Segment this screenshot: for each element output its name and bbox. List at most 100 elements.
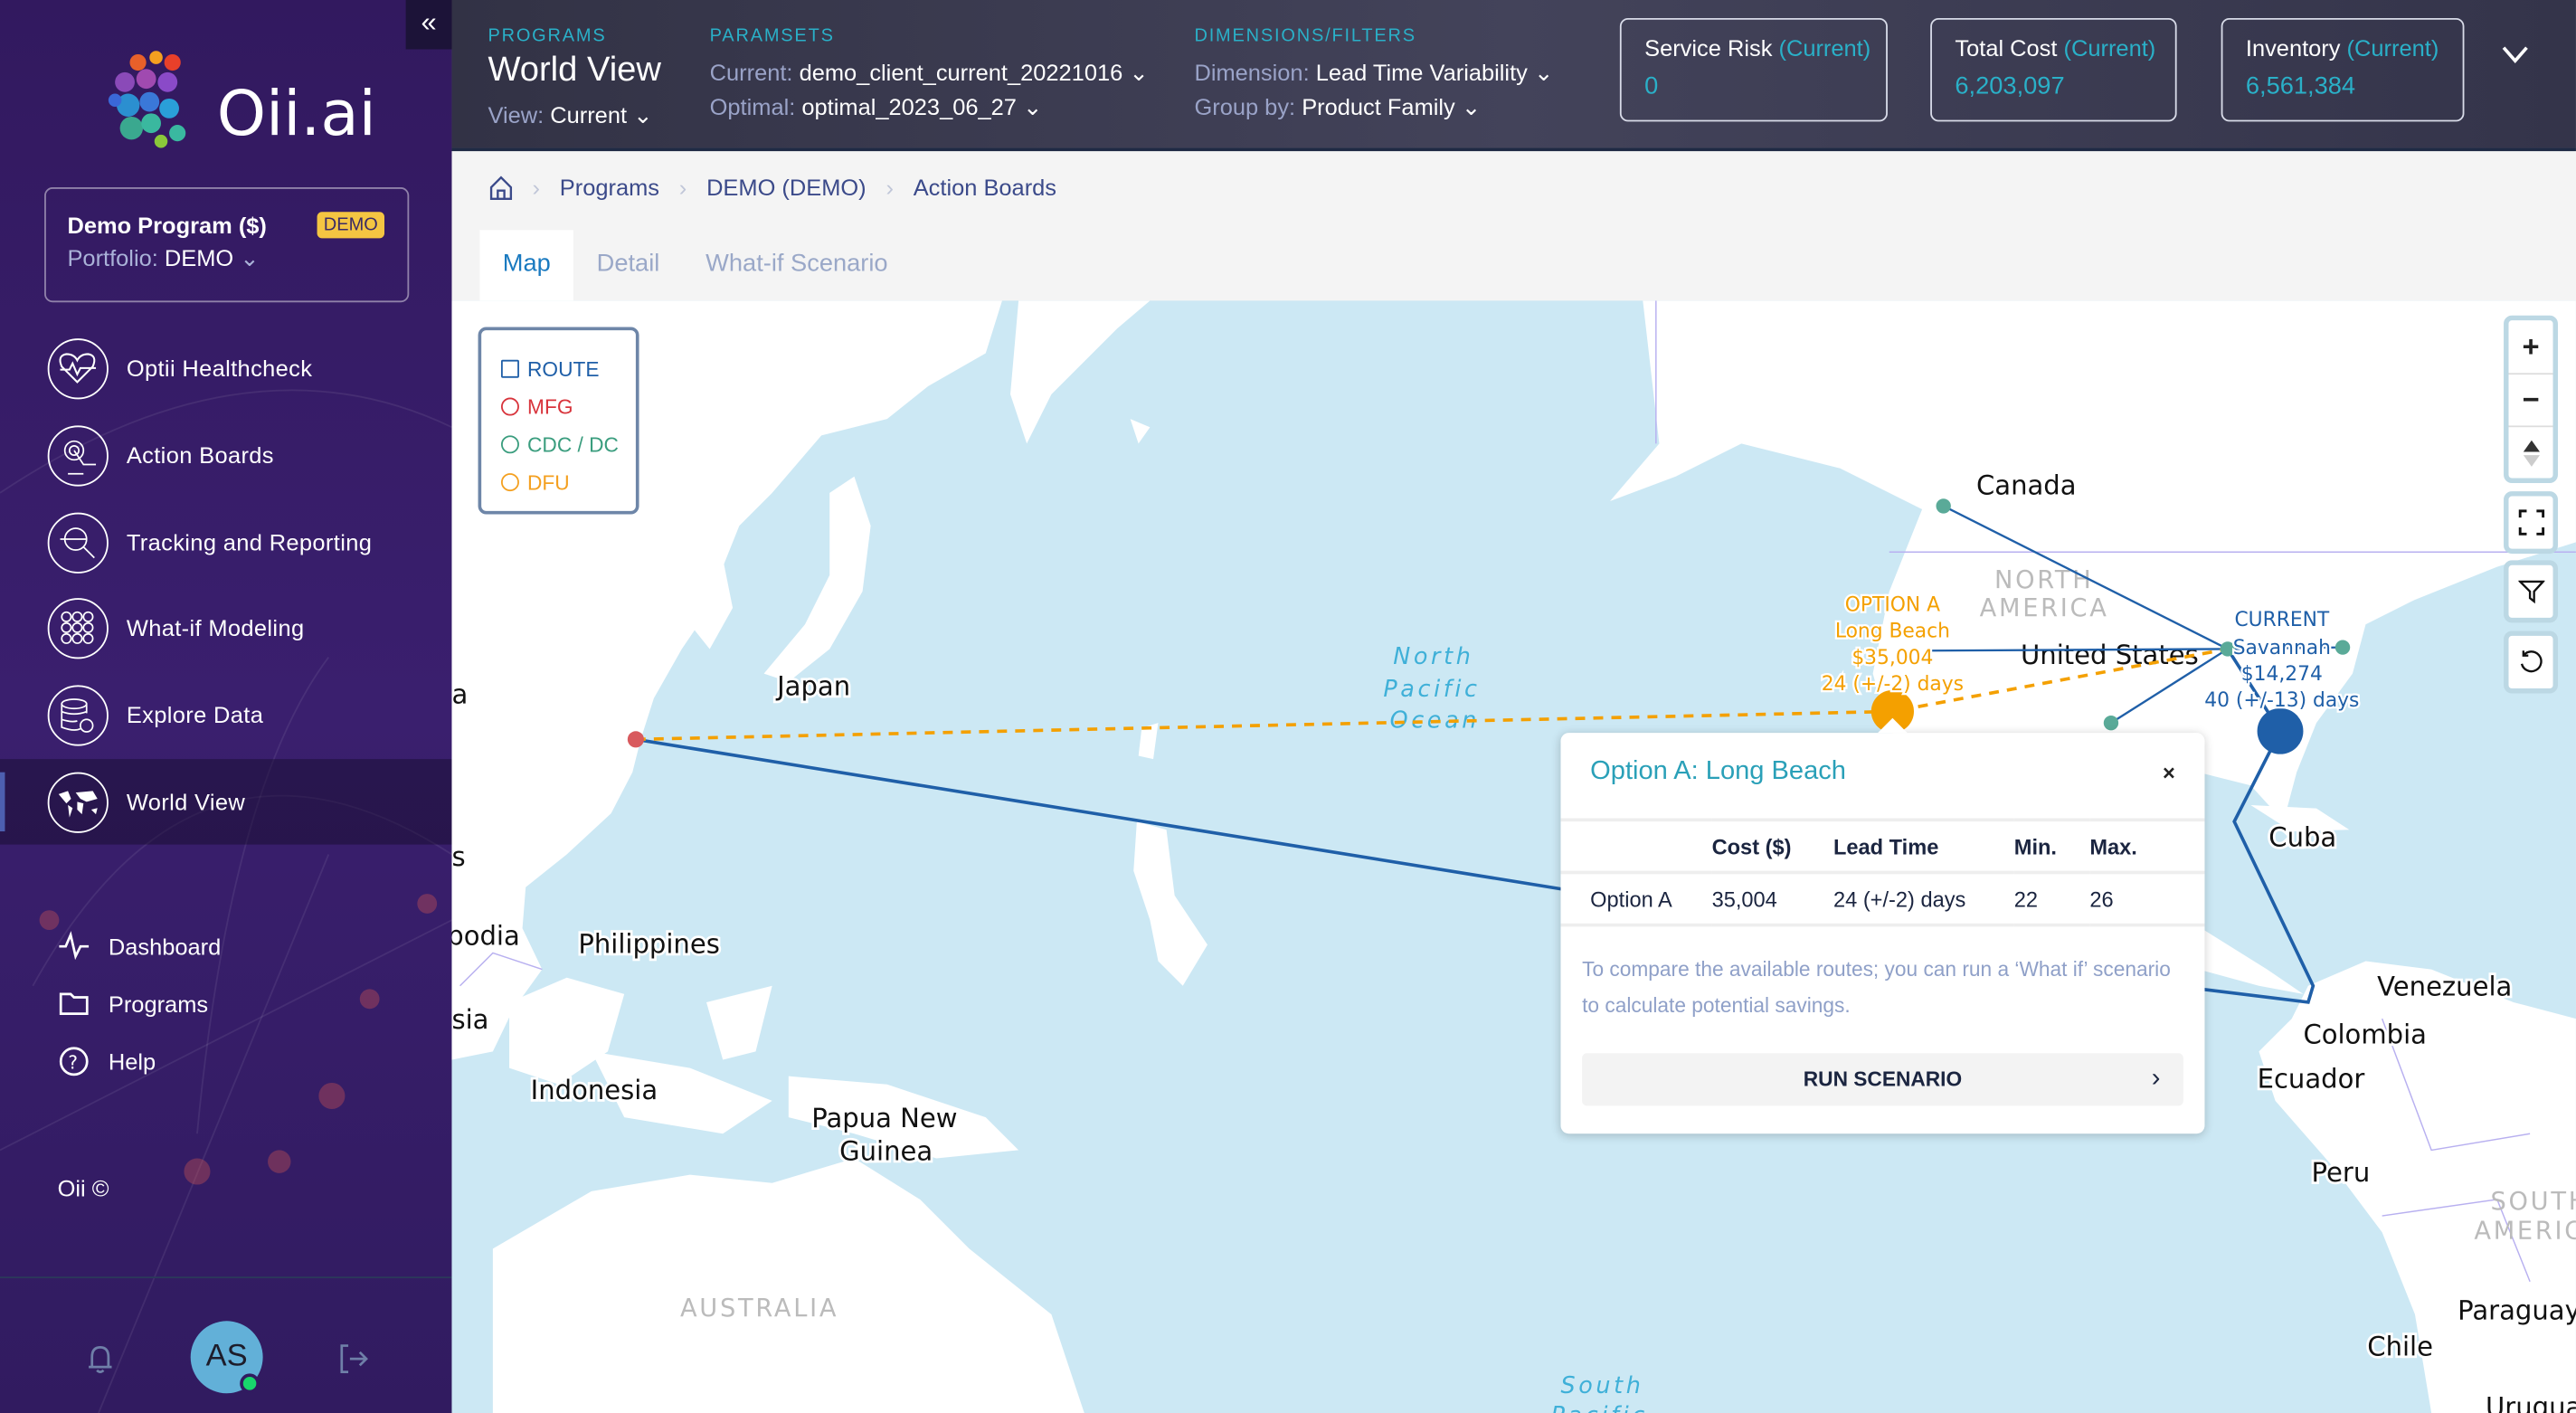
current-port-node[interactable] xyxy=(2257,707,2304,754)
nav-optii-healthcheck[interactable]: Optii Healthcheck xyxy=(0,326,451,411)
link-programs[interactable]: Programs xyxy=(58,988,209,1020)
link-help[interactable]: ? Help xyxy=(58,1045,156,1077)
heart-pulse-icon xyxy=(47,337,109,399)
label-australia: AUSTRALIA xyxy=(680,1294,838,1323)
kpi-qualifier: (Current) xyxy=(2063,34,2156,62)
run-scenario-button[interactable]: RUN SCENARIO › xyxy=(1582,1053,2183,1106)
dc-nodes xyxy=(1936,498,2351,731)
view-dropdown[interactable]: View: Current ⌄ xyxy=(488,102,652,130)
current-annotation: CURRENT Savannah $14,274 40 (+/-13) days xyxy=(2202,607,2362,715)
link-dashboard[interactable]: Dashboard xyxy=(58,930,222,963)
route-savannah-east[interactable] xyxy=(2227,646,2344,650)
demo-badge: DEMO xyxy=(317,212,385,239)
nav-world-view[interactable]: World View xyxy=(0,759,452,845)
table-row[interactable]: Option A 35,004 24 (+/-2) days 22 26 xyxy=(1560,872,2205,927)
breadcrumb-demo[interactable]: DEMO (DEMO) xyxy=(706,174,867,201)
tab-what-if-scenario[interactable]: What-if Scenario xyxy=(706,250,888,278)
dimension-dropdown[interactable]: Dimension: Lead Time Variability ⌄ xyxy=(1194,59,1553,87)
route-south-savannah[interactable] xyxy=(2110,648,2229,725)
legend-label: MFG xyxy=(527,394,573,419)
kpi-inventory[interactable]: Inventory (Current) 6,561,384 xyxy=(2221,17,2465,122)
legend-cdc-dc[interactable]: CDC / DC xyxy=(500,425,636,463)
current-paramset-dropdown[interactable]: Current: demo_client_current_20221016 ⌄ xyxy=(710,59,1149,87)
column-header-lead-time: Lead Time xyxy=(1833,818,2014,875)
program-selector[interactable]: Demo Program ($) DEMO Portfolio: DEMO ⌄ xyxy=(44,187,410,303)
dc-node[interactable] xyxy=(2220,641,2236,657)
chevron-down-icon: ⌄ xyxy=(1022,93,1043,120)
current-cost: $14,274 xyxy=(2241,663,2323,686)
logout-icon[interactable] xyxy=(336,1341,372,1377)
kpi-value: 6,561,384 xyxy=(2245,71,2356,100)
nav-what-if-modeling[interactable]: What-if Modeling xyxy=(0,585,451,670)
mfg-node[interactable] xyxy=(627,731,644,748)
cell-cost: 35,004 xyxy=(1711,872,1833,927)
fullscreen-button[interactable] xyxy=(2508,497,2552,549)
kpi-title: Service Risk xyxy=(1644,34,1773,62)
nav-action-boards[interactable]: Action Boards xyxy=(0,413,451,498)
groupby-dropdown[interactable]: Group by: Product Family ⌄ xyxy=(1194,94,1481,122)
optimal-paramset-dropdown[interactable]: Optimal: optimal_2023_06_27 ⌄ xyxy=(710,94,1043,122)
breadcrumb-action-boards[interactable]: Action Boards xyxy=(913,174,1057,201)
reset-control xyxy=(2504,631,2558,694)
link-label: Dashboard xyxy=(108,933,222,960)
square-icon xyxy=(500,359,519,378)
zoom-in-button[interactable]: + xyxy=(2522,329,2540,363)
bell-icon[interactable] xyxy=(82,1341,118,1377)
label-china: a xyxy=(451,678,468,709)
nav-label: World View xyxy=(126,788,246,815)
view-label: View: xyxy=(488,101,545,128)
compass-reset-north-button[interactable] xyxy=(2508,425,2553,478)
route-option-a[interactable] xyxy=(635,647,2229,742)
collapse-sidebar-button[interactable]: « xyxy=(405,0,452,50)
route-canada-savannah[interactable] xyxy=(1943,505,2229,650)
filter-button[interactable] xyxy=(2508,565,2552,618)
legend-mfg[interactable]: MFG xyxy=(500,388,636,426)
portfolio-dropdown[interactable]: Portfolio: DEMO ⌄ xyxy=(67,245,385,273)
kpi-service-risk[interactable]: Service Risk (Current) 0 xyxy=(1619,17,1888,122)
top-header: PROGRAMS World View View: Current ⌄ PARA… xyxy=(451,0,2576,152)
legend-dfu[interactable]: DFU xyxy=(500,463,636,501)
breadcrumb-programs[interactable]: Programs xyxy=(559,174,659,201)
route-us-savannah[interactable] xyxy=(1931,648,2228,652)
folder-icon xyxy=(59,992,89,1016)
network-icon xyxy=(47,597,109,659)
label-north-america: NORTH xyxy=(1994,566,2094,594)
world-map[interactable]: a s nbodia sia Japan Philippines Indones… xyxy=(451,300,2576,1413)
circle-icon xyxy=(500,397,519,416)
tab-map[interactable]: Map xyxy=(479,230,574,301)
legend-route[interactable]: ROUTE xyxy=(500,350,636,388)
cell-min: 22 xyxy=(2013,872,2090,927)
touch-icon xyxy=(47,424,109,486)
home-icon[interactable] xyxy=(489,175,513,200)
nav-explore-data[interactable]: Explore Data xyxy=(0,672,451,757)
map-canvas: a s nbodia sia Japan Philippines Indones… xyxy=(451,300,2576,1413)
option-a-title: OPTION A xyxy=(1845,594,1940,617)
label-north-pacific-2: Pacific xyxy=(1383,675,1480,702)
nav-label: What-if Modeling xyxy=(126,614,305,641)
dimension-value: Lead Time Variability xyxy=(1315,59,1528,86)
chevron-down-icon: ⌄ xyxy=(633,101,653,128)
kpi-total-cost[interactable]: Total Cost (Current) 6,203,097 xyxy=(1930,17,2177,122)
dc-node[interactable] xyxy=(2334,640,2351,655)
reset-view-button[interactable] xyxy=(2508,636,2552,688)
label-papua-new-guinea-2: Guinea xyxy=(839,1135,933,1166)
link-label: Help xyxy=(108,1048,156,1075)
close-popup-button[interactable]: × xyxy=(2162,760,2175,786)
zoom-out-button[interactable]: − xyxy=(2508,373,2553,425)
kpi-qualifier: (Current) xyxy=(1778,34,1871,62)
world-map-icon xyxy=(47,771,109,832)
column-header-max: Max. xyxy=(2089,818,2205,875)
expand-header-chevron-icon[interactable] xyxy=(2500,43,2530,65)
dc-node[interactable] xyxy=(1936,498,1951,514)
popup-title: Option A: Long Beach xyxy=(1590,757,1846,786)
tab-detail[interactable]: Detail xyxy=(596,250,660,278)
oii-logo: Oii.ai xyxy=(108,51,374,150)
column-header-cost: Cost ($) xyxy=(1711,818,1833,875)
compass-icon xyxy=(2522,439,2540,466)
nav-tracking-and-reporting[interactable]: Tracking and Reporting xyxy=(0,499,451,584)
dc-node[interactable] xyxy=(2103,715,2119,731)
kpi-title: Inventory xyxy=(2245,34,2341,62)
sidebar: « Oii.ai Demo Program ($) DEMO Portfolio… xyxy=(0,0,452,1413)
chevron-down-icon: ⌄ xyxy=(1129,59,1149,86)
kpi-value: 0 xyxy=(1644,71,1659,100)
